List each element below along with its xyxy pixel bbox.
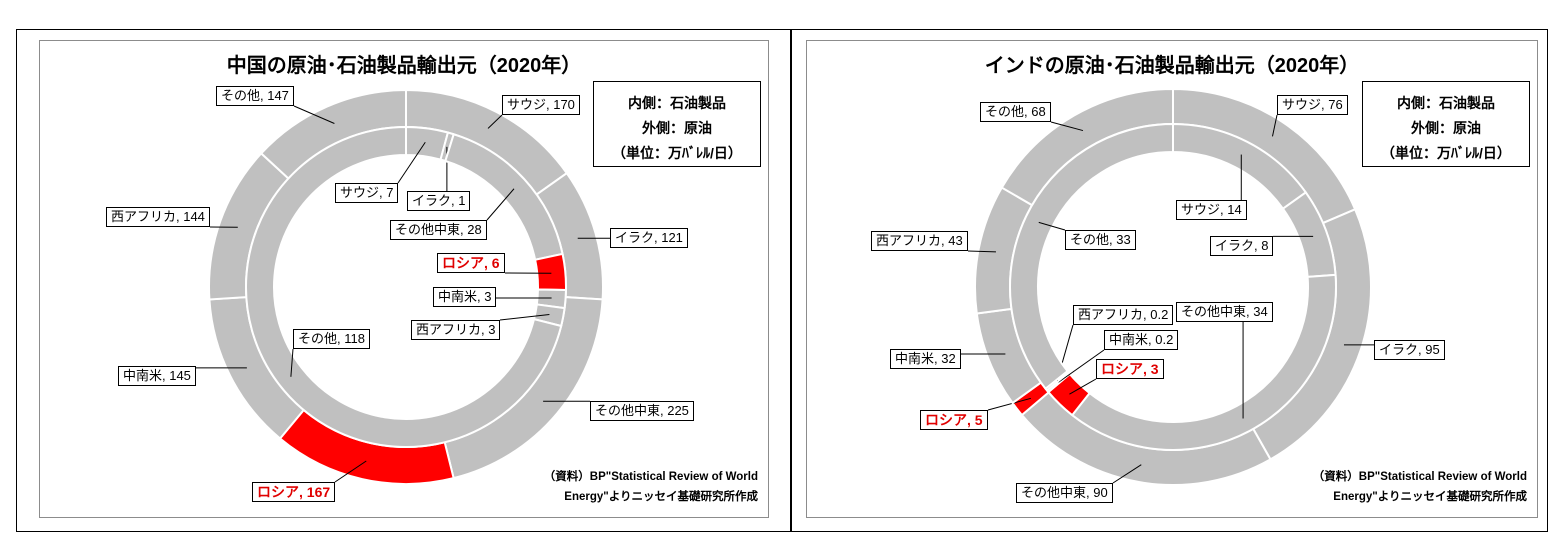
- inner-data-label-other: その他, 118: [293, 329, 370, 349]
- source-line-1: （資料）BP"Statistical Review of World: [1312, 471, 1527, 483]
- inner-data-label-iraq: イラク, 8: [1210, 236, 1274, 256]
- outer-data-label-saudi: サウジ, 170: [502, 95, 580, 115]
- chart-title: 中国の原油･石油製品輸出元（2020年）: [226, 55, 582, 77]
- inner-leader-line-other: [1038, 221, 1066, 231]
- inner-data-label-russia: ロシア, 6: [437, 253, 505, 273]
- inner-leader-line-latin-america: [1058, 349, 1105, 383]
- outer-leader-line-other-middle-east: [1112, 464, 1142, 484]
- source-note: （資料）BP"Statistical Review of World Energ…: [1287, 467, 1527, 507]
- inner-leader-line-west-africa: [499, 313, 550, 321]
- inner-leader-line-other: [290, 348, 294, 377]
- outer-leader-line-other: [293, 105, 335, 124]
- outer-data-label-saudi: サウジ, 76: [1277, 95, 1348, 115]
- outer-data-label-iraq: イラク, 121: [610, 228, 688, 248]
- source-line-1: （資料）BP"Statistical Review of World: [543, 471, 758, 483]
- outer-leader-line-russia: [987, 397, 1032, 411]
- outer-leader-line-west-africa: [967, 250, 996, 253]
- inner-slice-other: [1009, 122, 1174, 391]
- inner-data-label-latin-america: 中南米, 0.2: [1104, 330, 1179, 350]
- legend-unit-text: （単位：万ﾊﾞﾚﾙ/日）: [1381, 145, 1511, 161]
- inner-data-label-west-africa: 西アフリカ, 0.2: [1073, 305, 1174, 325]
- outer-data-label-other-middle-east: その他中東, 90: [1016, 483, 1113, 503]
- outer-data-label-other: その他, 147: [216, 86, 294, 106]
- outer-data-label-other-middle-east: その他中東, 225: [590, 401, 694, 421]
- legend-outer-text: 外側：原油: [1411, 120, 1481, 136]
- legend-inner-text: 内側：石油製品: [628, 95, 726, 111]
- outer-data-label-other: その他, 68: [980, 102, 1051, 122]
- outer-data-label-latin-america: 中南米, 32: [890, 349, 961, 369]
- inner-data-label-latin-america: 中南米, 3: [433, 287, 497, 307]
- legend-outer-text: 外側：原油: [642, 120, 712, 136]
- outer-data-label-west-africa: 西アフリカ, 144: [106, 207, 210, 227]
- outer-data-label-iraq: イラク, 95: [1374, 340, 1445, 360]
- outer-leader-line-other: [1050, 121, 1084, 132]
- legend-unit-text: （単位：万ﾊﾞﾚﾙ/日）: [612, 145, 742, 161]
- inner-data-label-russia: ロシア, 3: [1096, 359, 1164, 379]
- chart-title: インドの原油･石油製品輸出元（2020年）: [984, 55, 1360, 77]
- inner-leader-line-other-middle-east: [486, 188, 515, 221]
- inner-data-label-saudi: サウジ, 14: [1176, 200, 1247, 220]
- outer-data-label-west-africa: 西アフリカ, 43: [871, 231, 968, 251]
- inner-data-label-iraq: イラク, 1: [407, 191, 471, 211]
- inner-data-label-other-middle-east: その他中東, 34: [1176, 302, 1273, 322]
- legend-inner-text: 内側：石油製品: [1397, 95, 1495, 111]
- outer-leader-line-saudi: [1271, 114, 1278, 137]
- inner-leader-line-saudi: [397, 142, 426, 184]
- inner-slice-other: [245, 125, 563, 448]
- outer-leader-line-saudi: [487, 114, 503, 129]
- source-note: （資料）BP"Statistical Review of World Energ…: [518, 467, 758, 507]
- source-line-2: Energy"よりニッセイ基礎研究所作成: [564, 491, 758, 503]
- inner-data-label-other-middle-east: その他中東, 28: [390, 220, 487, 240]
- inner-data-label-saudi: サウジ, 7: [335, 183, 399, 203]
- outer-data-label-russia: ロシア, 5: [920, 410, 988, 430]
- legend-box: 内側：石油製品 外側：原油 （単位：万ﾊﾞﾚﾙ/日）: [593, 81, 761, 167]
- source-line-2: Energy"よりニッセイ基礎研究所作成: [1333, 491, 1527, 503]
- inner-leader-line-russia: [1069, 378, 1097, 395]
- outer-data-label-russia: ロシア, 167: [252, 482, 336, 502]
- outer-data-label-latin-america: 中南米, 145: [118, 366, 196, 386]
- legend-box: 内側：石油製品 外側：原油 （単位：万ﾊﾞﾚﾙ/日）: [1362, 81, 1530, 167]
- outer-leader-line-russia: [334, 460, 367, 483]
- inner-data-label-other: その他, 33: [1065, 230, 1136, 250]
- inner-slice-russia: [533, 252, 567, 292]
- inner-data-label-west-africa: 西アフリカ, 3: [411, 320, 501, 340]
